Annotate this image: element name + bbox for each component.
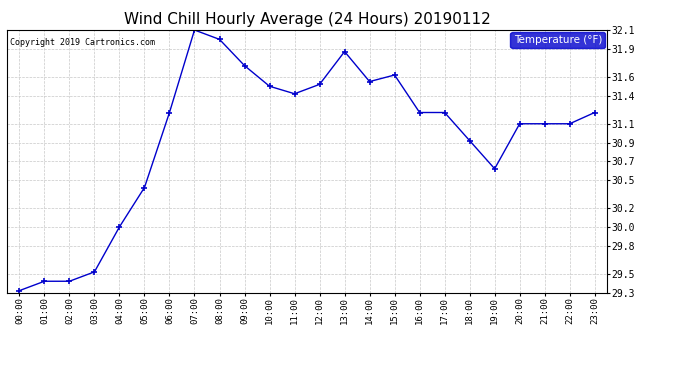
Legend: Temperature (°F): Temperature (°F) [511,32,605,48]
Text: Copyright 2019 Cartronics.com: Copyright 2019 Cartronics.com [10,38,155,47]
Title: Wind Chill Hourly Average (24 Hours) 20190112: Wind Chill Hourly Average (24 Hours) 201… [124,12,491,27]
